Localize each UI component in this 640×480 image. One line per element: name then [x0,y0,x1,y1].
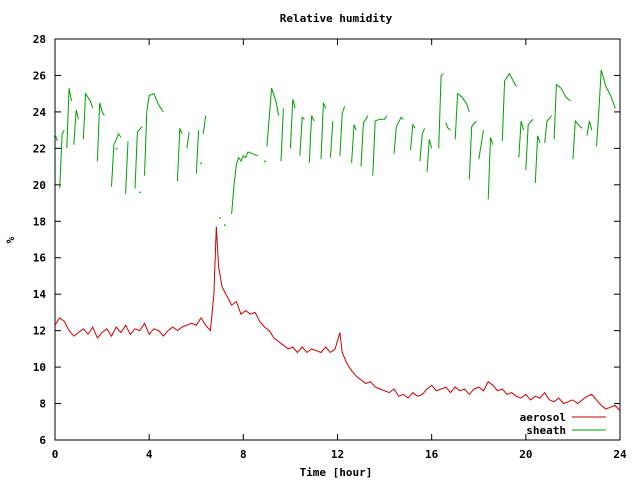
series-point-sheath [219,217,221,219]
series-line-sheath [572,119,583,160]
y-tick-label: 28 [33,33,46,46]
series-line-sheath [54,133,58,142]
series-line-sheath [96,102,105,162]
series-layer [54,69,621,412]
series-line-sheath [266,88,280,147]
chart-title: Relative humidity [280,12,393,25]
plot-area [54,38,621,441]
series-line-sheath [553,83,571,140]
y-tick-label: 6 [39,434,46,447]
series-aerosol [54,226,621,412]
x-axis-label: Time [hour] [300,466,373,479]
series-line-sheath [596,69,616,147]
series-line-sheath [82,92,94,140]
series-line-sheath [299,116,305,156]
series-line-sheath [308,115,315,163]
series-line-sheath [501,72,517,142]
series-line-sheath [372,115,388,176]
x-tick-label: 4 [146,448,153,461]
series-line-sheath [586,120,593,136]
x-tick-label: 20 [519,448,532,461]
series-line-sheath [144,93,164,176]
series-point-sheath [200,162,202,164]
y-tick-label: 12 [33,325,46,338]
series-point-sheath [264,160,266,163]
series-line-sheath [351,124,357,163]
series-line-sheath [202,115,207,134]
series-line-sheath [454,92,470,140]
series-line-sheath [66,88,72,149]
series-line-sheath [393,116,404,154]
series-line-sheath [534,135,541,184]
series-point-sheath [139,191,141,194]
y-tick-label: 8 [39,398,46,411]
y-tick-label: 26 [33,69,47,82]
series-line-sheath [186,131,190,149]
axis-tick-labels: 0 4 8 12 16 20 24 6 8 10 12 14 16 18 20 22 24 26 28 [33,33,627,461]
series-line-sheath [339,106,346,156]
series-line-sheath [445,122,451,131]
series-line-sheath [426,139,433,173]
series-line-sheath [518,120,524,158]
series-sheath [54,69,616,226]
series-line-sheath [478,130,484,160]
y-tick-label: 14 [33,288,47,301]
legend-label-aerosol: aerosol [520,411,566,424]
x-tick-label: 12 [331,448,344,461]
series-line-sheath [195,130,200,174]
series-point-sheath [115,147,118,150]
series-line-sheath [544,115,553,143]
y-tick-label: 10 [33,361,46,374]
series-line-sheath [73,109,79,145]
y-tick-label: 20 [33,179,46,192]
y-tick-label: 16 [33,252,47,265]
series-line-sheath [280,108,284,162]
series-line-sheath [59,129,65,189]
series-line-sheath [410,123,416,151]
series-point-sheath [224,224,226,226]
series-line-sheath [289,99,296,149]
y-axis-label: % [4,236,17,243]
series-line-sheath [176,128,183,182]
series-line-sheath [525,118,534,171]
series-line-sheath [111,132,122,187]
x-tick-label: 8 [240,448,247,461]
legend-label-sheath: sheath [526,424,566,437]
series-line-sheath [134,126,143,189]
series-line-sheath [320,102,327,160]
series-line-sheath [231,151,258,215]
series-line-sheath [438,73,444,149]
series-line-sheath [468,120,477,180]
x-tick-label: 0 [52,448,59,461]
series-line-sheath [329,120,334,158]
y-tick-label: 24 [33,106,47,119]
series-line-sheath [125,141,129,194]
axis-ticks [54,38,621,441]
y-tick-label: 22 [33,142,46,155]
x-tick-label: 24 [613,448,627,461]
x-tick-label: 16 [425,448,439,461]
plot-frame [54,38,621,441]
series-line-sheath [360,115,369,167]
y-tick-label: 18 [33,215,46,228]
series-line-aerosol [54,226,621,412]
series-line-sheath [419,128,426,162]
series-line-sheath [487,137,494,200]
